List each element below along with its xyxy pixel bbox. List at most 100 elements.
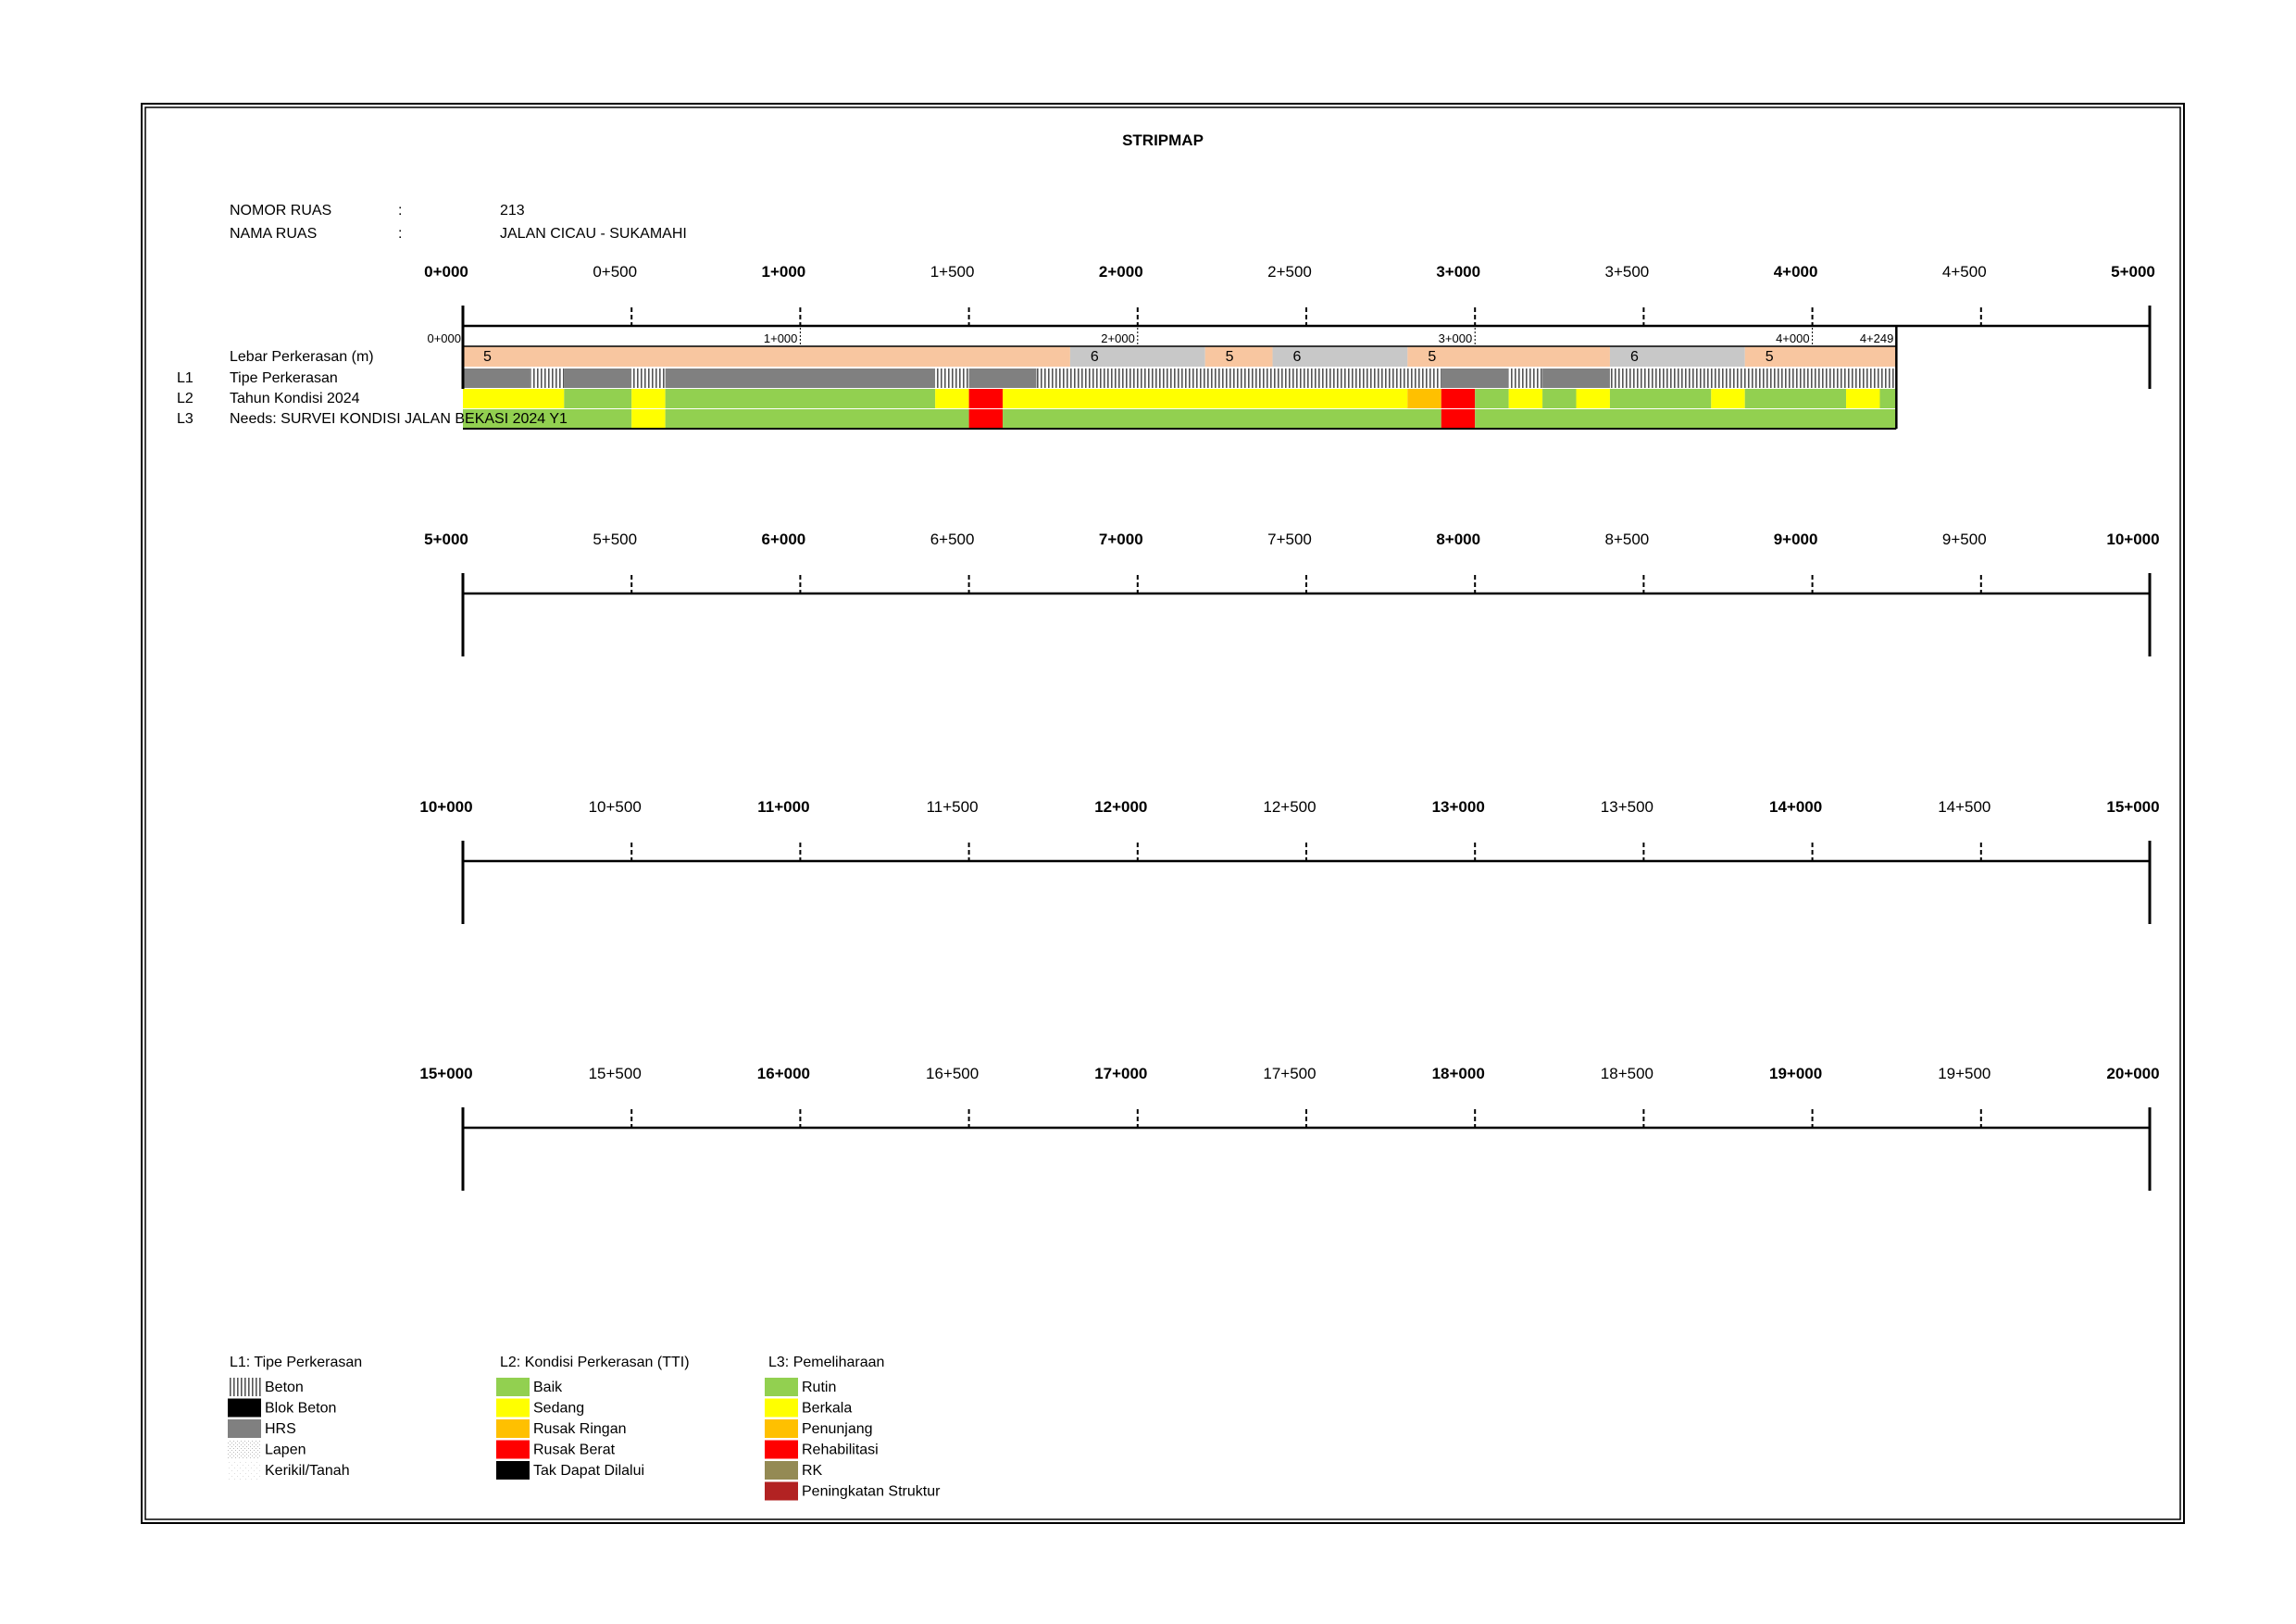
scale-tick-label: 0+500 [593, 263, 637, 281]
legend-swatch [496, 1440, 530, 1459]
nama-ruas-separator: : [398, 226, 402, 242]
nomor-ruas-value: 213 [500, 203, 525, 219]
l2-segment [1407, 389, 1441, 408]
scale-tick-label: 5+000 [424, 531, 468, 548]
nama-ruas-label: NAMA RUAS [230, 226, 317, 242]
road-km-label: 3+000 [1439, 331, 1473, 345]
l3-segment [968, 409, 1004, 429]
l2-segment [968, 389, 1004, 408]
l1-segment [968, 369, 1037, 388]
l1-segment [530, 369, 565, 388]
l3-segment [1441, 409, 1476, 429]
l3-segment [665, 409, 969, 429]
legend-swatch [496, 1419, 530, 1438]
width-value: 5 [1428, 349, 1436, 365]
l1-segment [463, 369, 530, 388]
l1-segment [1441, 369, 1509, 388]
scale-tick-label: 11+000 [757, 798, 809, 816]
width-value: 5 [483, 349, 492, 365]
width-segment [1609, 346, 1745, 367]
legend-item-label: Baik [533, 1380, 563, 1395]
scale-tick-label: 9+500 [1942, 531, 1987, 548]
scale-tick-label: 2+500 [1267, 263, 1312, 281]
legend-swatch [496, 1378, 530, 1396]
width-value: 6 [1091, 349, 1099, 365]
l2-segment [1508, 389, 1543, 408]
nama-ruas-value: JALAN CICAU - SUKAMAHI [500, 226, 687, 242]
road-km-label: 4+249 [1860, 331, 1894, 345]
l2-segment [1711, 389, 1745, 408]
legend-item-label: Rehabilitasi [802, 1443, 879, 1458]
legend-swatch [765, 1461, 798, 1480]
scale-tick-label: 10+000 [419, 798, 472, 816]
l3-segment [1003, 409, 1441, 429]
l3-row-code: L3 [177, 411, 193, 427]
legend-swatch [228, 1419, 261, 1438]
scale-tick-label: 15+000 [2106, 798, 2159, 816]
scale-tick-label: 4+500 [1942, 263, 1987, 281]
l2-segment [1879, 389, 1897, 408]
legend-swatch [765, 1440, 798, 1459]
scale-tick-label: 20+000 [2106, 1065, 2159, 1082]
l2-segment [935, 389, 969, 408]
scale-tick-label: 3+000 [1436, 263, 1480, 281]
legend-item-label: Berkala [802, 1401, 852, 1417]
l2-segment [631, 389, 666, 408]
l1-segment [564, 369, 632, 388]
scale-tick-label: 1+000 [762, 263, 806, 281]
scale-tick-label: 13+500 [1601, 798, 1653, 816]
scale-tick-label: 7+000 [1099, 531, 1143, 548]
legend-l3-title: L3: Pemeliharaan [768, 1355, 884, 1370]
width-value: 5 [1226, 349, 1234, 365]
legend-swatch [228, 1461, 261, 1480]
scale-tick-label: 11+500 [927, 798, 979, 816]
legend-swatch [228, 1378, 261, 1396]
scale-row: 15+000 15+500 16+000 16+500 17+000 17+500 18+0… [419, 1065, 2160, 1191]
l3-segment [631, 409, 666, 429]
legend-swatch [228, 1440, 261, 1459]
scale-tick-label: 14+000 [1769, 798, 1822, 816]
road-km-label: 0+000 [427, 331, 461, 345]
scale-tick-label: 5+000 [2111, 263, 2155, 281]
legend-swatch [496, 1461, 530, 1480]
scale-row: 5+000 5+500 6+000 6+500 7+000 7+500 8+000 8+500… [424, 531, 2160, 656]
page-frame-inner [144, 106, 2181, 1520]
l2-segment [463, 389, 565, 408]
scale-tick-label: 15+500 [589, 1065, 642, 1082]
l1-segment [935, 369, 969, 388]
legend-item-label: Blok Beton [265, 1401, 336, 1417]
scale-tick-label: 0+000 [424, 263, 468, 281]
scale-row: 10+000 10+500 11+000 11+500 12+000 12+500 13+0… [419, 798, 2160, 924]
width-segment [1204, 346, 1273, 367]
legend-item-label: Sedang [533, 1401, 584, 1417]
scale-tick-label: 12+000 [1094, 798, 1147, 816]
l2-segment [1441, 389, 1476, 408]
l2-segment [1744, 389, 1847, 408]
width-value: 5 [1766, 349, 1774, 365]
l2-segment [1003, 389, 1408, 408]
width-segment [1069, 346, 1205, 367]
l2-segment [1542, 389, 1577, 408]
scale-tick-label: 14+500 [1938, 798, 1990, 816]
scale-tick-label: 2+000 [1099, 263, 1143, 281]
scale-tick-label: 13+000 [1432, 798, 1485, 816]
l2-row-code: L2 [177, 391, 193, 406]
scale-tick-label: 17+500 [1263, 1065, 1316, 1082]
legend-item-label: RK [802, 1463, 823, 1479]
scale-tick-label: 5+500 [593, 531, 637, 548]
scale-tick-label: 10+000 [2106, 531, 2159, 548]
width-segment [1272, 346, 1408, 367]
l1-segment [631, 369, 666, 388]
legend-swatch [496, 1398, 530, 1418]
legend-item-label: Rusak Berat [533, 1443, 616, 1458]
scale-tick-label: 16+500 [926, 1065, 979, 1082]
road-km-label: 2+000 [1101, 331, 1135, 345]
scale-tick-label: 10+500 [589, 798, 642, 816]
scale-tick-label: 7+500 [1267, 531, 1312, 548]
scale-tick-label: 8+000 [1436, 531, 1480, 548]
legend-swatch [765, 1398, 798, 1418]
nomor-ruas-separator: : [398, 203, 402, 219]
l2-segment [1846, 389, 1880, 408]
l1-row-label: Tipe Perkerasan [230, 370, 338, 386]
